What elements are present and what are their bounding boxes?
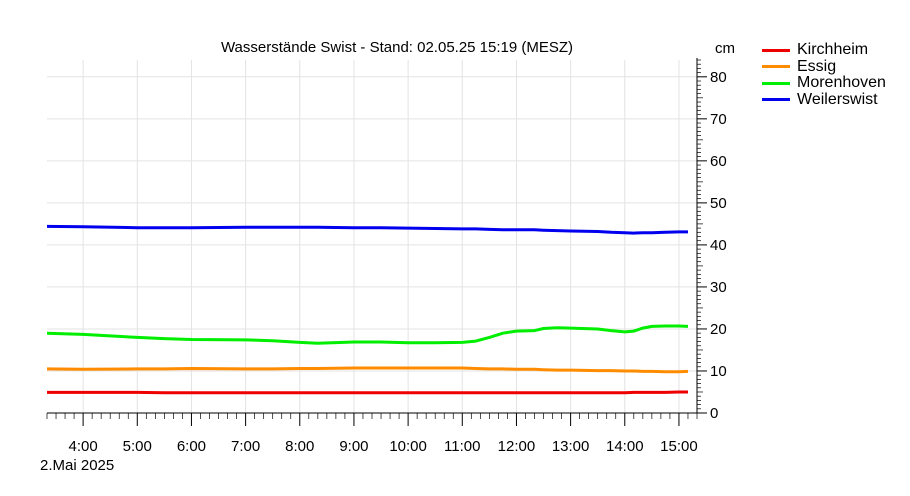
legend-label-morenhoven: Morenhoven: [797, 74, 886, 92]
x-tick-label: 13:00: [552, 438, 590, 455]
chart-legend: Kirchheim Essig Morenhoven Weilerswist: [762, 42, 886, 108]
y-tick-label: 40: [710, 237, 727, 254]
series-lines: [46, 224, 689, 395]
date-label: 2.Mai 2025: [40, 457, 114, 474]
legend-item: Morenhoven: [762, 75, 886, 92]
chart-title: Wasserstände Swist - Stand: 02.05.25 15:…: [221, 39, 573, 56]
y-tick-label: 70: [710, 111, 727, 128]
legend-label-essig: Essig: [797, 57, 837, 75]
y-tick-label: 80: [710, 69, 727, 86]
series-line-kirchheim: [47, 390, 688, 395]
series-line-essig: [46, 366, 689, 374]
legend-swatch-weilerswist: [762, 98, 790, 102]
series-line-weilerswist: [46, 224, 688, 235]
x-tick-label: 9:00: [339, 438, 368, 455]
x-tick-label: 8:00: [285, 438, 314, 455]
x-tick-label: 4:00: [69, 438, 98, 455]
axes: [46, 58, 707, 426]
legend-swatch-morenhoven: [762, 81, 790, 85]
x-tick-label: 12:00: [498, 438, 536, 455]
x-tick-label: 7:00: [231, 438, 260, 455]
y-tick-label: 20: [710, 321, 727, 338]
legend-item: Kirchheim: [762, 42, 886, 59]
y-tick-label: 30: [710, 279, 727, 296]
y-tick-label: 10: [710, 363, 727, 380]
x-tick-label: 15:00: [660, 438, 698, 455]
x-tick-label: 14:00: [606, 438, 644, 455]
x-tick-label: 5:00: [123, 438, 152, 455]
series-line-morenhoven: [46, 324, 689, 345]
y-tick-label: 0: [710, 405, 718, 422]
x-tick-label: 10:00: [389, 438, 427, 455]
legend-swatch-kirchheim: [762, 48, 790, 52]
legend-swatch-essig: [762, 65, 790, 69]
x-tick-label: 6:00: [177, 438, 206, 455]
legend-label-weilerswist: Weilerswist: [797, 90, 878, 108]
x-tick-label: 11:00: [444, 438, 480, 455]
grid-lines: [47, 60, 697, 413]
y-tick-label: 50: [710, 195, 727, 212]
legend-label-kirchheim: Kirchheim: [797, 41, 869, 59]
legend-item: Weilerswist: [762, 90, 886, 109]
y-tick-label: 60: [710, 153, 727, 170]
y-axis-unit-label: cm: [715, 40, 735, 57]
tick-labels: 0 10 20 30 40 50 60 70 80 4:00 5:00 6:00 7:00 8:00 9:0…: [69, 69, 727, 455]
legend-item: Essig: [762, 57, 886, 76]
